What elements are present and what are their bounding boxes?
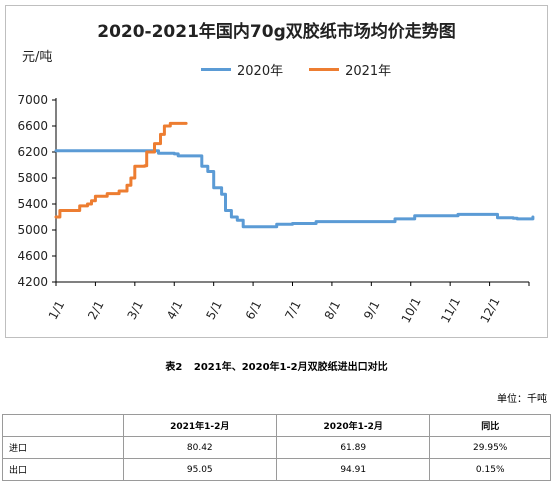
y-tick-label: 6200 <box>17 145 48 159</box>
cell-import-2021: 80.42 <box>122 436 277 459</box>
row-label-import: 进口 <box>2 436 124 459</box>
y-tick-label: 5800 <box>17 171 48 185</box>
y-tick-label: 4200 <box>17 275 48 289</box>
table-header-row: 2021年1-2月 2020年1-2月 同比 <box>2 414 551 437</box>
table-row: 出口 95.05 94.91 0.15% <box>2 458 551 481</box>
y-tick-label: 4600 <box>17 249 48 263</box>
x-tick-label: 10/1 <box>399 295 424 325</box>
table-row: 进口 80.42 61.89 29.95% <box>2 436 551 459</box>
chart-legend: 2020年 2021年 <box>201 60 417 79</box>
x-tick-label: 8/1 <box>322 298 343 322</box>
table-title: 2021年、2020年1-2月双胶纸进出口对比 <box>193 362 388 373</box>
table-label: 表2 <box>165 362 183 373</box>
header-2021: 2021年1-2月 <box>122 414 277 437</box>
header-yoy: 同比 <box>429 414 551 437</box>
x-tick-label: 6/1 <box>243 298 264 322</box>
header-2020: 2020年1-2月 <box>275 414 431 437</box>
y-axis-unit-label: 元/吨 <box>22 50 53 65</box>
x-tick-label: 5/1 <box>203 298 224 322</box>
series-line-2020 <box>54 149 535 229</box>
chart-container: 2020-2021年国内70g双胶纸市场均价走势图 元/吨 2020年 2021… <box>5 5 548 338</box>
line-chart-plot: 4200 4600 5000 5400 5800 6200 6600 7000 1/1 2/1 3/… <box>17 93 535 325</box>
legend-item-2021: 2021年 <box>309 60 391 79</box>
cell-import-yoy: 29.95% <box>429 436 551 459</box>
legend-item-2020: 2020年 <box>201 60 283 79</box>
x-tick-label: 4/1 <box>164 298 185 322</box>
row-label-export: 出口 <box>2 458 124 481</box>
x-tick-label: 2/1 <box>85 298 106 322</box>
legend-label-2020: 2020年 <box>237 64 284 79</box>
x-tick-label: 1/1 <box>46 298 67 322</box>
x-tick-label: 11/1 <box>438 295 463 325</box>
table-unit-note: 单位：千吨 <box>497 394 547 405</box>
cell-export-2021: 95.05 <box>122 458 277 481</box>
cell-import-2020: 61.89 <box>275 436 431 459</box>
legend-swatch-2021 <box>309 68 340 71</box>
x-tick-label: 12/1 <box>478 295 503 325</box>
legend-swatch-2020 <box>201 68 231 71</box>
header-blank <box>2 414 124 437</box>
x-tick-label: 7/1 <box>282 298 303 322</box>
series-line-2021 <box>54 121 188 219</box>
x-tick-label: 3/1 <box>125 298 146 322</box>
y-tick-label: 5000 <box>17 223 48 237</box>
y-tick-label: 7000 <box>17 93 48 107</box>
x-tick-label: 9/1 <box>361 298 382 322</box>
table-caption: 表2 2021年、2020年1-2月双胶纸进出口对比 <box>0 358 553 373</box>
y-tick-label: 5400 <box>17 197 48 211</box>
y-tick-label: 6600 <box>17 119 48 133</box>
legend-label-2021: 2021年 <box>345 64 392 79</box>
cell-export-yoy: 0.15% <box>429 458 551 481</box>
cell-export-2020: 94.91 <box>275 458 431 481</box>
import-export-table: 2021年1-2月 2020年1-2月 同比 进口 80.42 61.89 29… <box>2 414 551 481</box>
chart-title: 2020-2021年国内70g双胶纸市场均价走势图 <box>97 22 456 42</box>
